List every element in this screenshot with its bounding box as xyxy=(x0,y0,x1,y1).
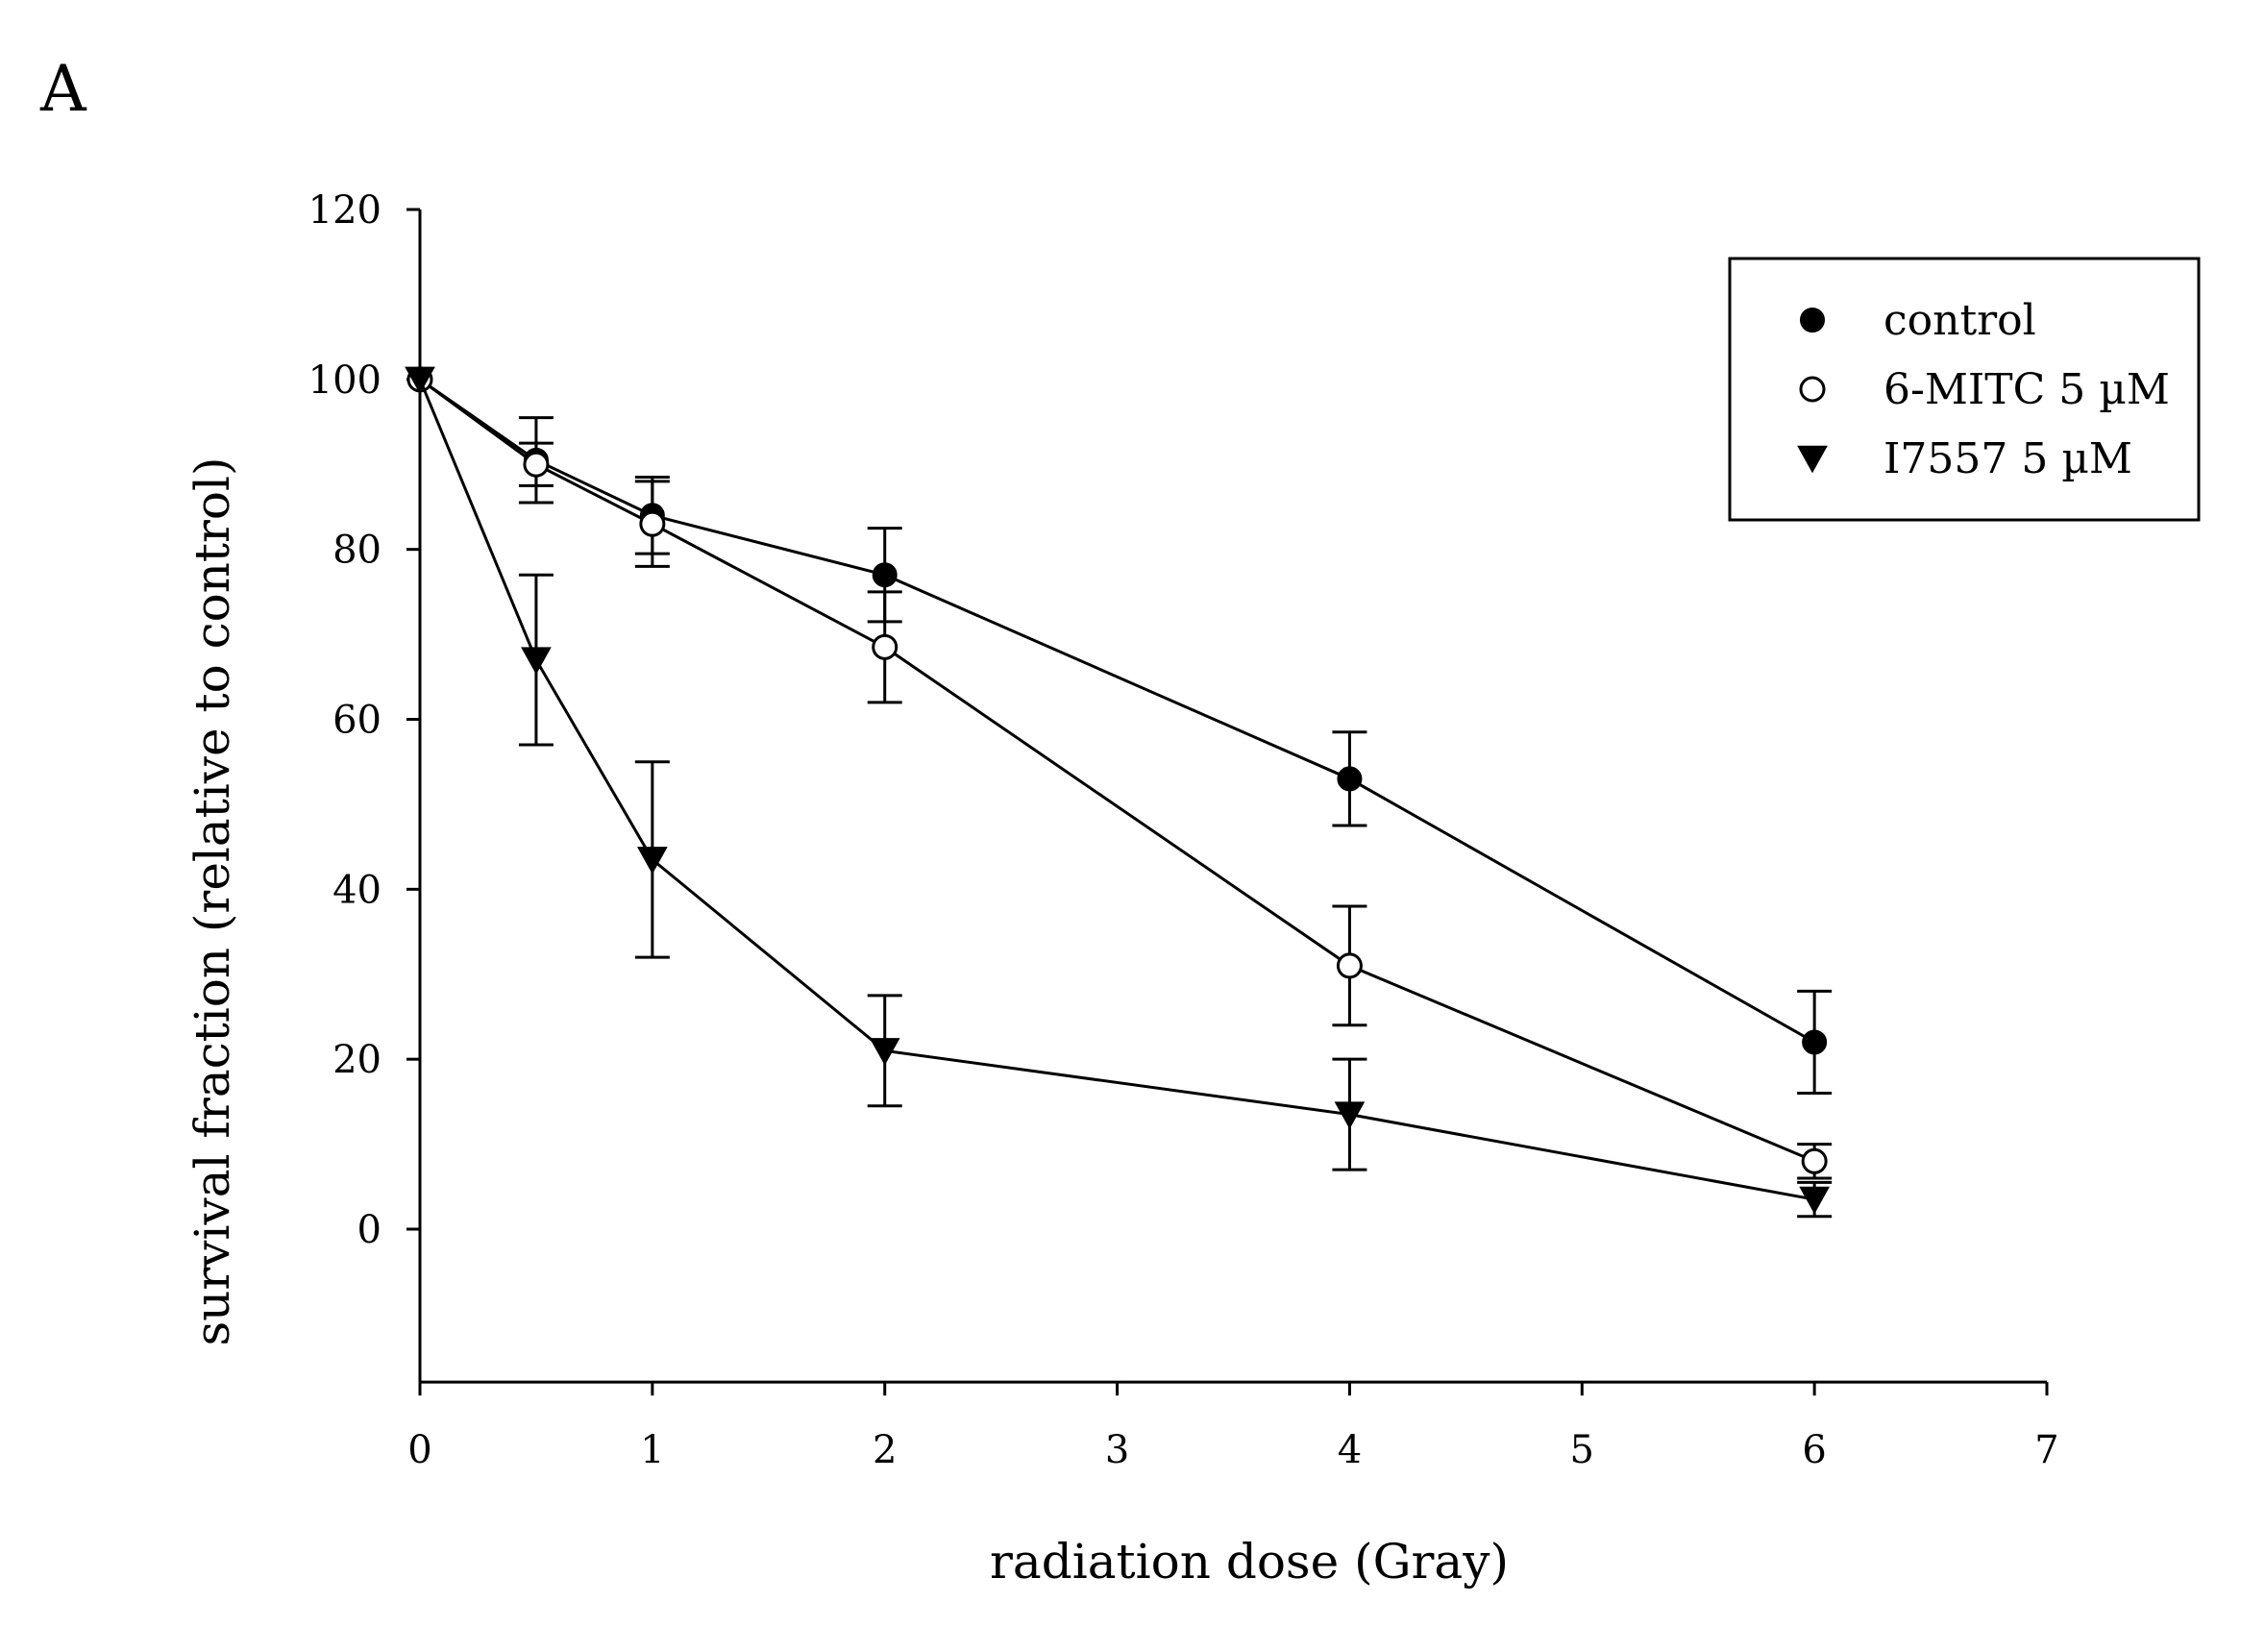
data-point xyxy=(521,647,552,675)
data-point xyxy=(1336,952,1363,979)
legend-entry: control xyxy=(1883,296,2036,345)
x-tick-label: 1 xyxy=(640,1428,664,1472)
series-2 xyxy=(405,366,1833,1219)
data-point xyxy=(637,847,668,875)
data-point xyxy=(1802,1029,1828,1055)
y-tick-label: 100 xyxy=(308,358,382,403)
x-tick-label: 0 xyxy=(407,1428,431,1472)
series-line xyxy=(419,378,1815,1163)
data-point xyxy=(523,451,550,478)
y-tick-label: 120 xyxy=(308,188,382,233)
y-tick-label: 20 xyxy=(332,1038,382,1082)
x-tick-label: 3 xyxy=(1105,1428,1129,1472)
panel-label: A xyxy=(39,52,87,126)
data-point xyxy=(639,510,666,537)
data-point xyxy=(872,633,899,660)
series-line xyxy=(419,378,1815,1044)
y-tick-label: 80 xyxy=(332,529,382,573)
data-point xyxy=(869,1038,900,1066)
data-point xyxy=(1337,766,1363,792)
data-point xyxy=(405,366,435,395)
y-axis-title: survival fraction (relative to control) xyxy=(185,456,240,1345)
legend: control 6-MITC 5 µM I7557 5 µM xyxy=(1728,257,2201,522)
data-point xyxy=(1799,1186,1830,1215)
data-point xyxy=(1801,1147,1828,1174)
legend-marker xyxy=(1799,376,1826,403)
x-tick-label: 2 xyxy=(873,1428,897,1472)
y-tick-label: 0 xyxy=(357,1208,382,1252)
x-tick-label: 7 xyxy=(2034,1428,2058,1472)
series-line xyxy=(418,379,1815,1201)
series-layer xyxy=(405,366,1833,1219)
x-axis-title: radiation dose (Gray) xyxy=(990,1534,1509,1590)
x-tick-label: 6 xyxy=(1802,1428,1826,1472)
data-point xyxy=(872,562,898,588)
legend-marker xyxy=(1800,308,1825,333)
series-1 xyxy=(406,366,1833,1180)
y-tick-label: 40 xyxy=(332,868,382,912)
series-0 xyxy=(407,366,1833,1096)
x-tick-label: 5 xyxy=(1570,1428,1594,1472)
legend-entry: 6-MITC 5 µM xyxy=(1883,365,2170,414)
legend-entry: I7557 5 µM xyxy=(1883,434,2132,483)
data-point xyxy=(1334,1101,1366,1129)
x-tick-label: 4 xyxy=(1338,1428,1362,1472)
y-tick-label: 60 xyxy=(332,699,382,743)
legend-marker xyxy=(1797,445,1828,474)
